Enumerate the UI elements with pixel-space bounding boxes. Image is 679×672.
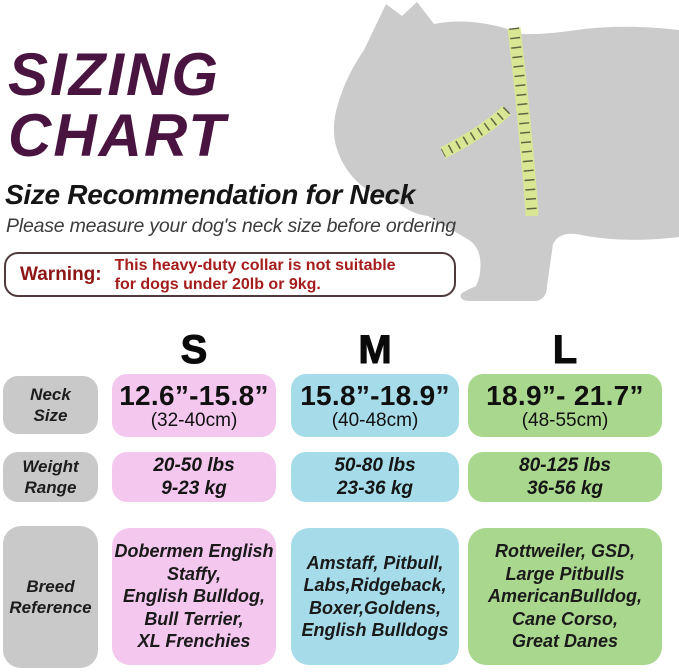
breed-line: Boxer,Goldens, [308, 597, 442, 618]
title-line-2: CHART [8, 102, 227, 169]
row-label-neck-size: Neck Size [3, 376, 98, 434]
warning-label: Warning: [20, 263, 102, 285]
column-header-l: L [552, 328, 578, 373]
breed-line: Cane Corso, [511, 608, 619, 629]
weight-cell-m: 50-80 lbs 23-36 kg [291, 452, 459, 502]
breed-line: Great Danes [511, 631, 619, 652]
weight-lbs-m: 50-80 lbs [334, 455, 416, 476]
row-label-line: Neck [30, 385, 71, 404]
weight-kg-m: 23-36 kg [336, 478, 414, 499]
neck-size-cell-l: 18.9”- 21.7” (48-55cm) [468, 374, 662, 437]
breed-cell-m: Amstaff, Pitbull, Labs,Ridgeback, Boxer,… [291, 528, 459, 665]
neck-size-cm-m: (40-48cm) [331, 409, 419, 431]
row-label-line: Size [33, 406, 68, 425]
tape-branch [440, 105, 512, 159]
warning-text-line-2: for dogs under 20lb or 9kg. [114, 275, 321, 293]
page-title: SIZING CHART [8, 44, 227, 166]
breed-line: Labs,Ridgeback, [303, 575, 447, 595]
weight-kg-s: 9-23 kg [161, 478, 227, 499]
tape-ticks-icon [509, 27, 537, 217]
weight-lbs-l: 80-125 lbs [519, 455, 611, 476]
column-header-s: S [180, 328, 208, 373]
warning-text-line-1: This heavy-duty collar is not suitable [114, 256, 396, 274]
breed-line: Dobermen English [114, 541, 274, 562]
breed-line: XL Frenchies [137, 631, 251, 652]
dog-illustration [330, 0, 679, 308]
column-header-m: M [358, 328, 392, 373]
neck-size-cm-l: (48-55cm) [521, 409, 609, 431]
breed-line: AmericanBulldog, [487, 586, 643, 607]
neck-size-cm-s: (32-40cm) [150, 409, 238, 431]
subtitle: Size Recommendation for Neck [5, 179, 416, 210]
breed-line: Large Pitbulls [505, 563, 625, 584]
breed-line: Bull Terrier, [144, 608, 244, 629]
breed-line: English Bulldog, [123, 586, 265, 607]
row-label-weight-range: Weight Range [3, 452, 98, 502]
measure-note: Please measure your dog's neck size befo… [6, 215, 456, 237]
neck-size-cell-s: 12.6”-15.8” (32-40cm) [112, 374, 276, 437]
breed-cell-l: Rottweiler, GSD, Large Pitbulls American… [468, 528, 662, 665]
row-label-line: Reference [9, 598, 92, 617]
weight-cell-s: 20-50 lbs 9-23 kg [112, 452, 276, 502]
warning-box: Warning: This heavy-duty collar is not s… [4, 252, 456, 297]
neck-size-value-l: 18.9”- 21.7” [486, 379, 644, 411]
breed-line: Staffy, [166, 563, 222, 584]
neck-size-value-m: 15.8”-18.9” [300, 379, 450, 411]
weight-kg-l: 36-56 kg [526, 478, 604, 499]
breed-cell-s: Dobermen English Staffy, English Bulldog… [112, 528, 276, 665]
warning-text: This heavy-duty collar is not suitable f… [115, 256, 396, 294]
neck-size-cell-m: 15.8”-18.9” (40-48cm) [291, 374, 459, 437]
row-label-line: Breed [26, 577, 75, 596]
breed-line: Amstaff, Pitbull, [306, 552, 444, 573]
neck-size-value-s: 12.6”-15.8” [119, 379, 269, 411]
row-label-breed-reference: Breed Reference [3, 526, 98, 668]
weight-cell-l: 80-125 lbs 36-56 kg [468, 452, 662, 502]
breed-line: Rottweiler, GSD, [494, 541, 636, 562]
row-label-line: Range [24, 478, 77, 497]
breed-line: English Bulldogs [301, 620, 449, 640]
dog-silhouette [333, 2, 679, 301]
row-label-line: Weight [22, 457, 79, 476]
dog-illustration-svg [333, 2, 679, 301]
title-line-1: SIZING [8, 41, 221, 108]
weight-lbs-s: 20-50 lbs [153, 455, 235, 476]
